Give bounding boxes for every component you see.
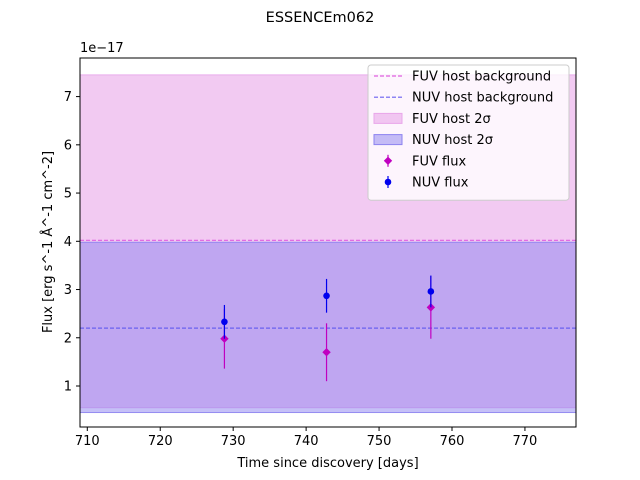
x-axis-label: Time since discovery [days]: [236, 456, 418, 471]
legend-handle-fuv-flux: [383, 156, 393, 165]
legend-label-fuv-host-background: FUV host background: [412, 70, 551, 85]
legend: FUV host background NUV host background FU…: [367, 64, 570, 201]
y-tick-label: 3: [64, 283, 72, 298]
y-offset-label: 1e−17: [80, 41, 124, 56]
x-tick-label: 740: [294, 434, 319, 449]
y-tick-label: 5: [64, 187, 72, 202]
chart-title: ESSENCEm062: [266, 10, 375, 26]
legend-handle-fuv-host-2sigma: [373, 112, 403, 124]
legend-label-nuv-flux: NUV flux: [412, 176, 469, 191]
data-point-fuv-flux: [322, 348, 331, 357]
legend-label-fuv-flux: FUV flux: [412, 154, 466, 169]
x-tick-label: 760: [440, 434, 465, 449]
y-tick-label: 1: [64, 380, 72, 395]
x-tick-label: 730: [221, 434, 246, 449]
legend-handle-nuv-flux: [384, 178, 392, 186]
legend-box: [367, 64, 570, 201]
data-point-nuv-flux: [221, 318, 228, 326]
y-tick-label: 6: [64, 138, 72, 153]
x-tick-label: 770: [513, 434, 538, 449]
legend-label-nuv-host-background: NUV host background: [412, 91, 553, 106]
axes-frame: [79, 57, 577, 428]
y-tick-label: 4: [64, 235, 72, 250]
data-point-fuv-flux: [220, 334, 229, 343]
band-nuv-host-2sigma: [80, 241, 576, 414]
x-tick-label: 750: [367, 434, 392, 449]
data-point-nuv-flux: [427, 288, 435, 295]
legend-label-fuv-host-2sigma: FUV host 2σ: [412, 112, 491, 127]
y-tick-label: 7: [64, 90, 72, 105]
y-axis-label: Flux [erg s^-1 Å^-1 cm^-2]: [40, 151, 56, 333]
legend-label-nuv-host-2sigma: NUV host 2σ: [412, 133, 493, 148]
data-point-nuv-flux: [323, 292, 330, 300]
series-nuv-flux: [221, 275, 435, 339]
legend-handle-nuv-host-2sigma: [373, 134, 403, 146]
y-tick-label: 2: [64, 331, 72, 346]
x-tick-label: 720: [148, 434, 173, 449]
x-tick-label: 710: [75, 434, 100, 449]
